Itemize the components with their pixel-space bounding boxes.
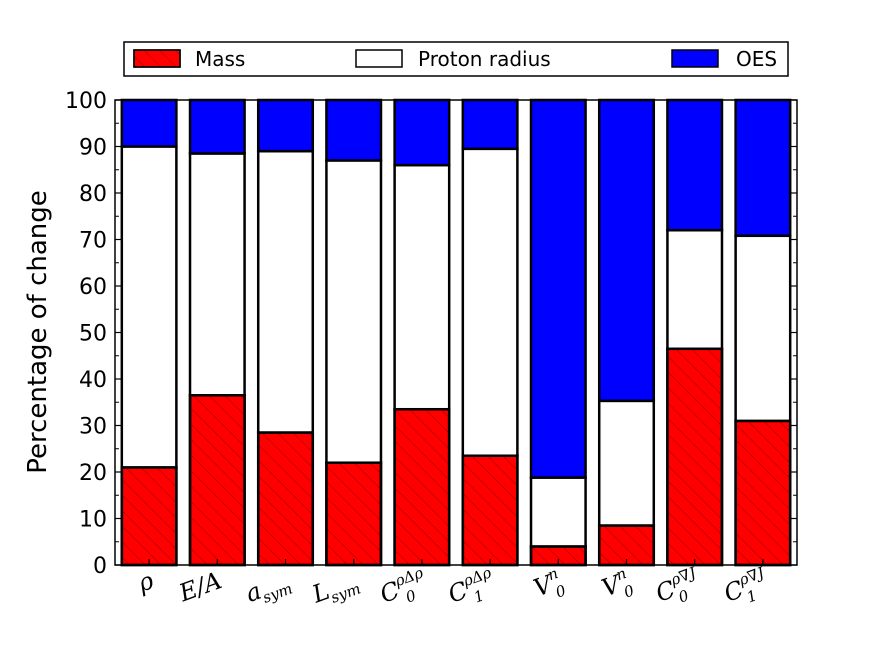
bar-oes-0 [120, 98, 178, 148]
bar-mass-2-hatch [256, 431, 315, 567]
x-tick-label-1: E/A [174, 566, 225, 607]
x-tick-label-8: Cρ∇J0 [651, 563, 706, 613]
x-tick-label-2: asym [242, 566, 295, 611]
y-tick-label-50: 50 [79, 322, 107, 347]
bar-proton-radius-0 [120, 145, 178, 469]
legend: Mass Proton radius OES [123, 41, 789, 77]
y-tick-label-80: 80 [79, 182, 107, 207]
bar-oes-9 [734, 98, 792, 238]
bar-oes-1 [188, 98, 246, 155]
bar-oes-5 [461, 98, 519, 151]
y-tick-label-40: 40 [79, 368, 107, 393]
bar-mass-1-hatch [188, 394, 246, 567]
bar-proton-radius-6 [529, 476, 587, 548]
y-tick-labels: 0 10 20 30 40 50 60 70 80 90 100 [65, 89, 107, 579]
y-tick-label-10: 10 [79, 508, 107, 533]
bar-mass-8-hatch [666, 347, 724, 567]
bar-mass-5-hatch [461, 454, 519, 567]
bar-mass-3-hatch [325, 461, 383, 567]
bar-proton-radius-1 [188, 152, 246, 397]
bar-mass-4-hatch [393, 407, 451, 567]
bar-oes-3 [325, 98, 383, 162]
legend-label-mass: Mass [195, 47, 245, 71]
x-tick-labels: ρ E/A asym Lsym CρΔρ0 CρΔρ1 Vn0 Vn0 Cρ∇J0 Cρ∇J1 [133, 563, 774, 614]
x-tick-label-3: Lsym [308, 566, 363, 612]
legend-swatch-oes [671, 49, 719, 68]
y-tick-label-30: 30 [79, 415, 107, 440]
bar-mass-9-hatch [734, 419, 792, 567]
bar-mass-0-hatch [120, 466, 178, 567]
legend-label-oes: OES [736, 47, 777, 71]
bar-oes-6 [529, 98, 587, 479]
bar-proton-radius-4 [393, 163, 451, 411]
y-tick-label-60: 60 [79, 275, 107, 300]
legend-swatch-proton-radius [355, 49, 403, 68]
x-tick-label-6: Vn0 [529, 563, 569, 608]
x-tick-label-0: ρ [133, 566, 157, 597]
y-axis-label: Percentage of change [23, 190, 53, 474]
plot-frame [114, 99, 798, 566]
bar-proton-radius-2 [256, 149, 315, 434]
bar-proton-radius-5 [461, 147, 519, 457]
y-tick-label-20: 20 [79, 461, 107, 486]
x-tick-label-5: CρΔρ1 [444, 563, 501, 614]
bar-proton-radius-3 [325, 159, 383, 464]
x-tick-label-9: Cρ∇J1 [719, 563, 774, 613]
x-tick-label-4: CρΔρ0 [375, 563, 432, 614]
y-tick-label-0: 0 [93, 554, 107, 579]
bars-layer [120, 98, 792, 567]
y-tick-label-70: 70 [79, 229, 107, 254]
bar-proton-radius-8 [666, 228, 724, 351]
bar-oes-7 [597, 98, 656, 403]
bar-oes-2 [256, 98, 315, 153]
y-tick-label-100: 100 [65, 89, 107, 114]
legend-swatch-mass-hatch [133, 49, 181, 68]
y-tick-label-90: 90 [79, 136, 107, 161]
bar-proton-radius-9 [734, 234, 792, 423]
legend-label-proton-radius: Proton radius [418, 47, 551, 71]
x-tick-label-7: Vn0 [597, 563, 637, 608]
bar-proton-radius-7 [597, 399, 656, 527]
bar-oes-8 [666, 98, 724, 232]
bar-oes-4 [393, 98, 451, 167]
